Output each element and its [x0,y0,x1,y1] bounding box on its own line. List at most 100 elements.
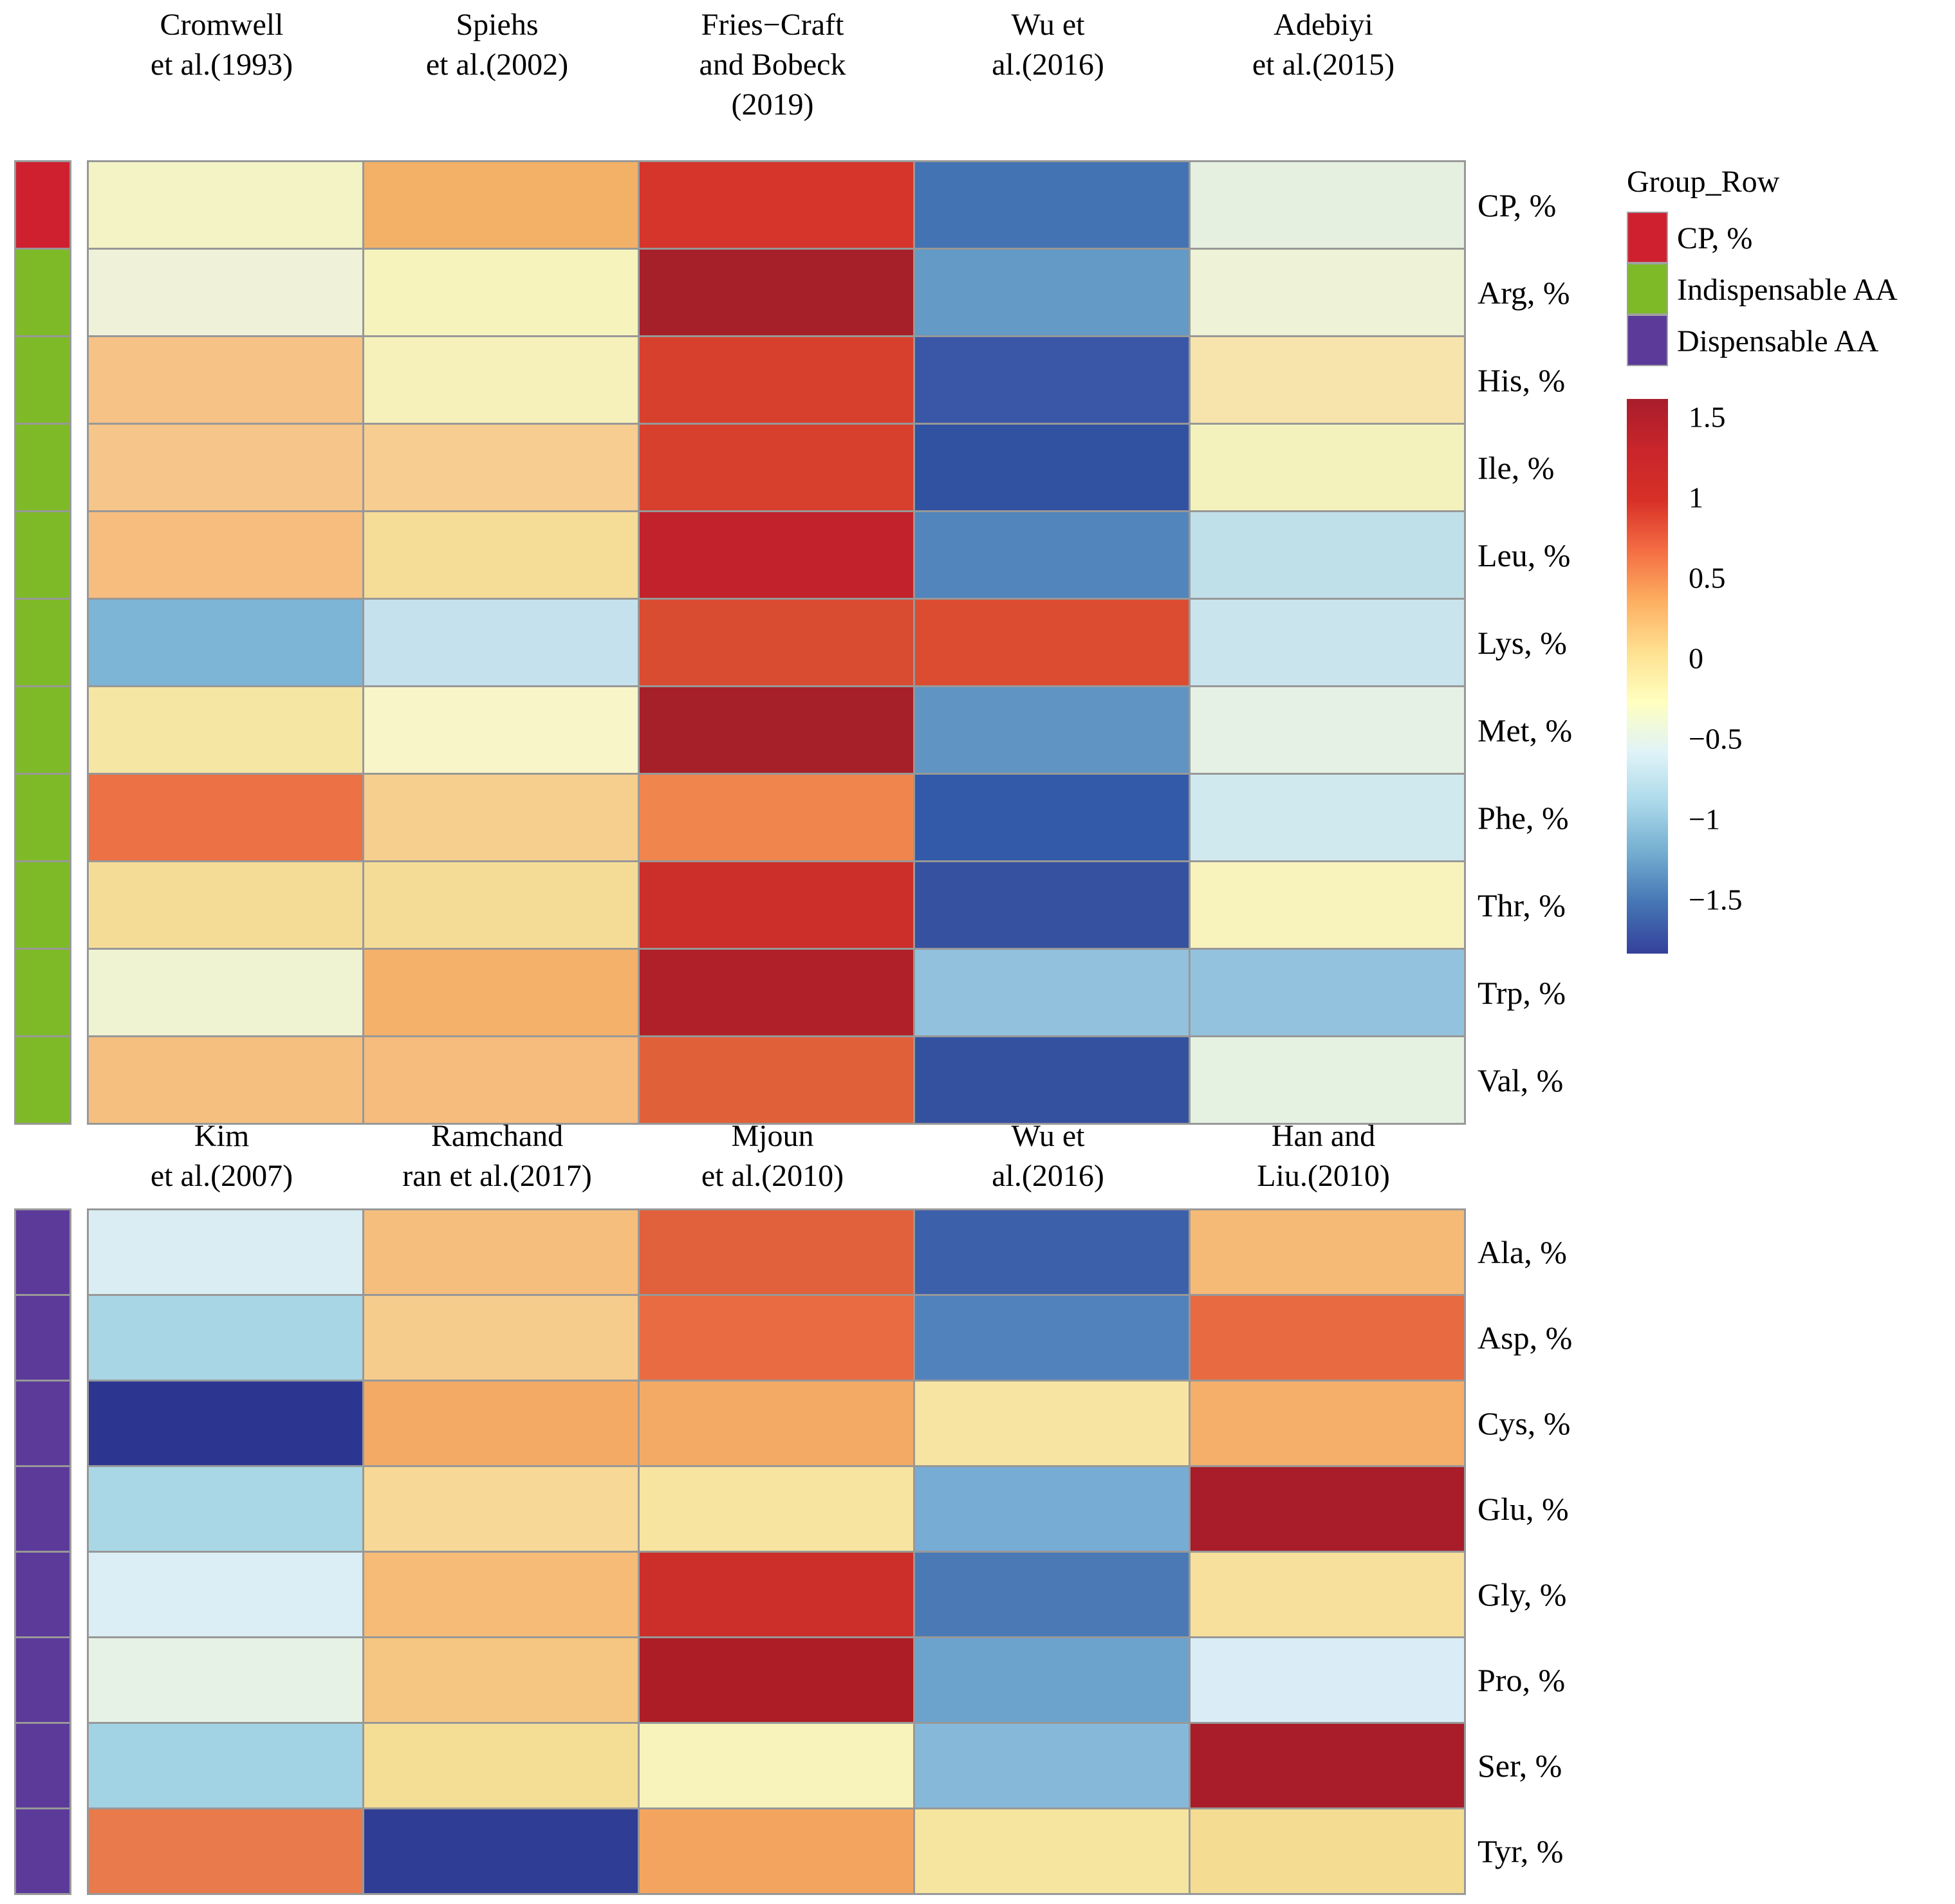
bottom-heatmap: Ala, % Asp, % Cys, % Glu, % Gly, % Pro, % Ser,… [14,1208,1572,1895]
row-label: CP, % [1478,187,1557,223]
row-group-chip-indispensable [16,862,69,948]
row-label: Arg, % [1478,274,1570,311]
heatmap-cell [915,1210,1189,1294]
heatmap-cell [1191,1638,1464,1722]
top-row-labels: CP, % Arg, % His, % Ile, % Leu, % Lys, % Met, … [1478,160,1572,1125]
heatmap-cell [1191,425,1464,510]
row-group-chip-dispensable [16,1467,69,1551]
heatmap-cell [89,162,362,248]
heatmap-cell [89,425,362,510]
heatmap-cell [1191,337,1464,423]
heatmap-cell [1191,1724,1464,1807]
heatmap-cell [1191,512,1464,598]
heatmap-cell [915,512,1189,598]
group-legend-title: Group_Row [1627,165,1780,199]
heatmap-cell [1191,862,1464,948]
heatmap-cell [364,1724,638,1807]
heatmap-cell [915,250,1189,335]
heatmap-cell [1191,775,1464,860]
heatmap-cell [89,512,362,598]
heatmap-cell [89,1809,362,1893]
row-label: Leu, % [1478,537,1571,573]
row-label: Val, % [1478,1062,1564,1098]
colorbar-tick: −1.5 [1689,883,1743,916]
heatmap-cell [915,775,1189,860]
row-group-chip-indispensable [16,425,69,510]
colorbar-tick: −0.5 [1689,722,1743,755]
row-group-chip-indispensable [16,775,69,860]
heatmap-cell [640,862,913,948]
heatmap-cell [1191,162,1464,248]
row-group-chip-indispensable [16,600,69,685]
heatmap-cell [640,687,913,773]
row-group-chip-indispensable [16,950,69,1035]
heatmap-cell [640,1296,913,1380]
row-label: Ile, % [1478,449,1555,486]
row-group-chip-indispensable [16,250,69,335]
heatmap-cell [915,1382,1189,1465]
row-group-chip-dispensable [16,1296,69,1380]
heatmap-cell [640,250,913,335]
heatmap-cell [915,1553,1189,1636]
row-label: Trp, % [1478,974,1566,1011]
heatmap-cell [364,1210,638,1294]
heatmap-cell [915,687,1189,773]
heatmap-cell [640,1037,913,1123]
heatmap-cell [364,1296,638,1380]
top-column-headers: Cromwell et al.(1993) Spiehs et al.(2002) Fr… [83,5,1462,125]
row-group-chip-dispensable [16,1809,69,1893]
heatmap-cell [89,600,362,685]
heatmap-cell [89,1210,362,1294]
row-group-chip-dispensable [16,1724,69,1807]
heatmap-cell [89,1467,362,1551]
heatmap-cell [915,337,1189,423]
row-group-chip-cp [16,162,69,248]
heatmap-cell [915,1638,1189,1722]
column-header: Adebiyi et al.(2015) [1252,8,1395,82]
column-header: Cromwell et al.(1993) [150,8,293,82]
group-legend-item: Dispensable AA [1627,315,1898,367]
row-label: Thr, % [1478,887,1566,923]
heatmap-cell [640,775,913,860]
row-label: Gly, % [1478,1576,1567,1613]
row-label: Met, % [1478,712,1573,748]
colorbar-tick: 0.5 [1689,561,1726,595]
heatmap-cell [915,1296,1189,1380]
heatmap-cell [640,1467,913,1551]
column-header: Fries−Craft and Bobeck (2019) [699,8,846,122]
heatmap-cell [640,1638,913,1722]
heatmap-cell [364,1553,638,1636]
heatmap-cell [89,1382,362,1465]
group-legend-swatch [1627,263,1668,315]
heatmap-cell [89,1638,362,1722]
heatmap-cell [364,862,638,948]
row-label: Glu, % [1478,1491,1569,1527]
row-label: Lys, % [1478,624,1567,661]
heatmap-cell [364,1382,638,1465]
row-label: His, % [1478,362,1566,398]
heatmap-cell [1191,1210,1464,1294]
colorbar-tick: −1 [1689,802,1720,836]
colorbar-ticks: 1.5 1 0.5 0 −0.5 −1 −1.5 [1689,399,1830,954]
heatmap-cell [640,600,913,685]
heatmap-cell [364,337,638,423]
colorbar-tick: 1 [1689,481,1703,514]
row-group-chip-indispensable [16,337,69,423]
heatmap-cell [640,512,913,598]
heatmap-cell [1191,950,1464,1035]
heatmap-cell [640,337,913,423]
bottom-row-labels: Ala, % Asp, % Cys, % Glu, % Gly, % Pro, % Ser,… [1478,1208,1572,1895]
row-group-chip-dispensable [16,1210,69,1294]
heatmap-cell [364,600,638,685]
heatmap-cell [640,1809,913,1893]
row-group-chip-indispensable [16,687,69,773]
row-label: Asp, % [1478,1320,1573,1356]
heatmap-cell [915,162,1189,248]
column-header: Han and Liu.(2010) [1257,1119,1390,1193]
group-legend-label: Indispensable AA [1677,272,1898,307]
group-legend-swatch [1627,212,1668,263]
heatmap-cell [915,1809,1189,1893]
column-header: Ramchand ran et al.(2017) [402,1119,592,1193]
bottom-row-group-strip [14,1208,71,1895]
heatmap-cell [364,1809,638,1893]
